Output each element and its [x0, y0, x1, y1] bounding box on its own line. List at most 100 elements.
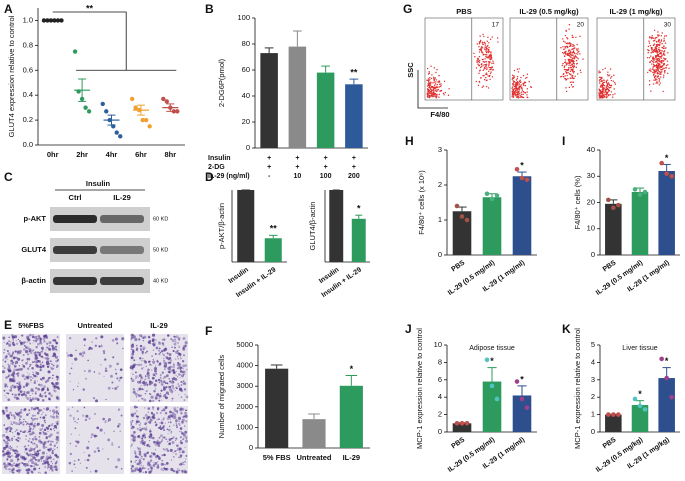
significance: ** [350, 67, 358, 77]
y-tick-label: 3000 [236, 381, 253, 390]
stained-cell [93, 412, 97, 416]
stained-cell [19, 385, 21, 387]
stained-cell [74, 357, 78, 361]
stained-cell [35, 364, 39, 367]
stained-cell [146, 419, 148, 421]
stained-cell [25, 346, 27, 349]
event [569, 81, 572, 83]
significance: * [350, 364, 354, 374]
event [565, 29, 567, 32]
stained-cell [105, 367, 107, 370]
stained-cell [37, 387, 41, 391]
stained-cell [51, 355, 53, 357]
stained-cell [17, 368, 21, 371]
event [427, 93, 430, 95]
event [665, 64, 668, 67]
stained-cell [177, 384, 181, 388]
stained-cell [107, 420, 110, 422]
event [570, 43, 572, 45]
stained-cell [147, 368, 150, 372]
event [439, 90, 441, 92]
event [488, 42, 490, 44]
stained-cell [84, 459, 86, 461]
event [485, 72, 488, 74]
stained-cell [26, 376, 30, 380]
event [608, 74, 611, 76]
stained-cell [75, 445, 77, 447]
stained-cell [82, 388, 85, 391]
stained-cell [9, 430, 12, 433]
stained-cell [39, 365, 43, 369]
event [569, 59, 571, 61]
stained-cell [25, 463, 29, 467]
x-tick-label: Untreated [296, 453, 331, 462]
stained-cell [179, 408, 183, 412]
stained-cell [35, 335, 38, 338]
stained-cell [75, 466, 77, 468]
event [602, 84, 604, 87]
stained-cell [30, 381, 32, 383]
stained-cell [8, 370, 11, 372]
event [527, 96, 529, 99]
event [668, 67, 670, 69]
event [662, 63, 665, 66]
stained-cell [28, 347, 31, 351]
stained-cell [87, 454, 91, 457]
micrograph [66, 406, 124, 474]
stained-cell [152, 462, 154, 464]
stained-cell [147, 376, 150, 380]
event [432, 86, 434, 89]
table-cell: + [295, 155, 299, 162]
event [488, 61, 490, 63]
stained-cell [148, 421, 152, 424]
stained-cell [138, 459, 142, 462]
event [516, 68, 519, 70]
x-tick-label: 5% FBS [263, 453, 291, 462]
stained-cell [183, 469, 186, 473]
stained-cell [174, 377, 178, 381]
stained-cell [42, 443, 46, 447]
stained-cell [19, 390, 23, 393]
stained-cell [132, 439, 135, 442]
stained-cell [16, 433, 20, 436]
event [511, 74, 514, 77]
stained-cell [149, 393, 152, 395]
stained-cell [180, 431, 183, 433]
event [570, 64, 572, 67]
stained-cell [40, 346, 44, 350]
stained-cell [37, 439, 42, 443]
stained-cell [149, 435, 153, 439]
stained-cell [37, 398, 40, 400]
event [573, 77, 575, 80]
stained-cell [157, 464, 159, 466]
stained-cell [33, 407, 37, 411]
event [571, 36, 574, 39]
stained-cell [33, 442, 35, 445]
stained-cell [47, 430, 49, 433]
stained-cell [134, 461, 137, 463]
stained-cell [136, 406, 138, 409]
stained-cell [10, 464, 14, 467]
stained-cell [44, 334, 48, 338]
event [432, 89, 435, 91]
event [577, 53, 579, 55]
stained-cell [8, 336, 10, 339]
stained-cell [143, 444, 146, 447]
stained-cell [49, 424, 51, 426]
stained-cell [40, 456, 44, 460]
stained-cell [179, 424, 181, 427]
stained-cell [12, 351, 15, 354]
stained-cell [18, 423, 20, 425]
event [427, 73, 430, 75]
event [652, 71, 654, 74]
stained-cell [179, 357, 182, 360]
stained-cell [137, 420, 140, 423]
stained-cell [69, 337, 72, 340]
event [483, 35, 485, 38]
event [662, 90, 664, 93]
stained-cell [6, 442, 9, 445]
stained-cell [32, 377, 34, 379]
lane-label: IL-29 [113, 193, 131, 202]
event [526, 91, 528, 93]
